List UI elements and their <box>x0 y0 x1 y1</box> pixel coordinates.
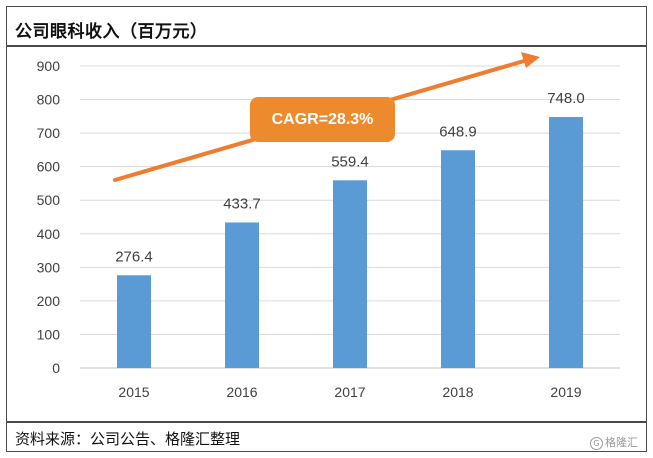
growth-arrow-head <box>521 52 540 68</box>
bar-2018 <box>441 150 475 368</box>
y-tick-label: 400 <box>37 226 61 242</box>
chart-frame: 公司眼科收入（百万元） 资料来源：公司公告、格隆汇整理 G 格隆汇 <box>6 6 647 452</box>
y-tick-label: 0 <box>52 360 60 376</box>
y-tick-label: 700 <box>37 125 61 141</box>
chart-title: 公司眼科收入（百万元） <box>15 22 208 42</box>
value-label-2018: 648.9 <box>439 123 477 140</box>
watermark-logo-icon: G <box>590 437 603 450</box>
x-tick-label-2018: 2018 <box>442 384 473 400</box>
value-label-2015: 276.4 <box>115 248 153 265</box>
x-tick-label-2016: 2016 <box>226 384 257 400</box>
source-note: 资料来源：公司公告、格隆汇整理 <box>15 430 241 448</box>
y-axis-ticks: 0 100 200 300 400 500 600 700 800 900 <box>37 58 61 376</box>
value-label-2016: 433.7 <box>223 195 261 212</box>
y-tick-label: 200 <box>37 293 61 309</box>
bar-2019 <box>549 117 583 368</box>
y-tick-label: 500 <box>37 192 61 208</box>
x-axis-ticks: 2015 2016 2017 2018 2019 <box>118 384 581 400</box>
bar-2016 <box>225 222 259 368</box>
value-label-2017: 559.4 <box>331 153 369 170</box>
x-tick-label-2015: 2015 <box>118 384 149 400</box>
cagr-annotation: CAGR=28.3% <box>250 97 395 142</box>
title-divider <box>7 45 646 47</box>
y-tick-label: 600 <box>37 159 61 175</box>
bar-2015 <box>117 275 151 368</box>
y-tick-label: 100 <box>37 326 61 342</box>
watermark: G 格隆汇 <box>590 434 638 450</box>
bar-2017 <box>333 180 367 368</box>
x-tick-label-2019: 2019 <box>550 384 581 400</box>
value-labels: 276.4 433.7 559.4 648.9 748.0 <box>115 90 585 265</box>
y-tick-label: 300 <box>37 259 61 275</box>
x-tick-label-2017: 2017 <box>334 384 365 400</box>
source-divider <box>7 421 646 423</box>
watermark-text: 格隆汇 <box>605 436 638 449</box>
y-tick-label: 900 <box>37 58 61 74</box>
y-tick-label: 800 <box>37 92 61 108</box>
bars <box>117 117 583 368</box>
value-label-2019: 748.0 <box>547 90 585 107</box>
